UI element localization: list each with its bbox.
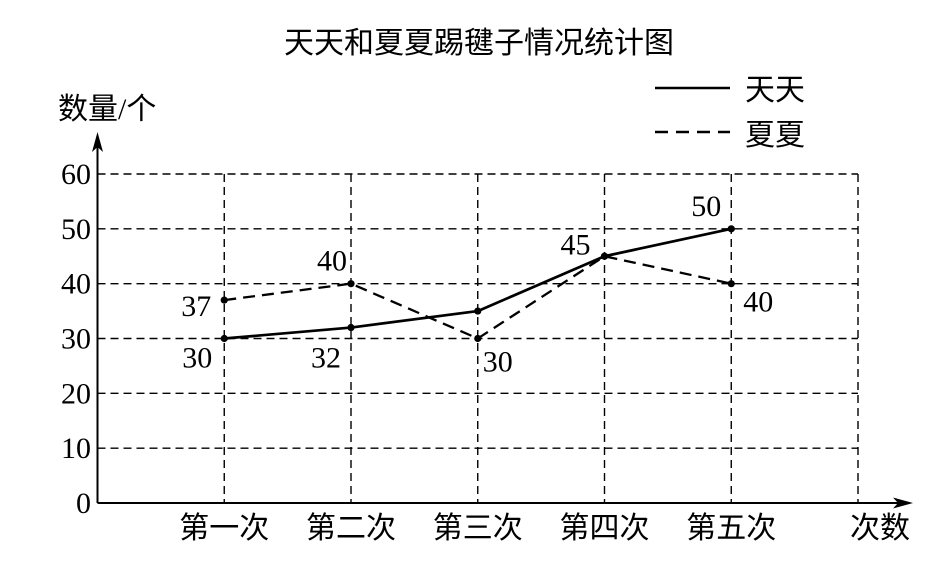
- x-tick-label: 第二次: [306, 512, 396, 545]
- series-line-2: [224, 255, 732, 340]
- y-tick-label: 20: [61, 377, 91, 410]
- y-axis-arrow: [92, 132, 103, 152]
- y-tick-label: 40: [61, 268, 91, 301]
- x-axis-arrow: [893, 497, 913, 509]
- data-label: 30: [182, 342, 212, 375]
- y-tick-label: 60: [61, 158, 91, 191]
- data-point: [220, 296, 228, 304]
- data-label: 32: [311, 342, 341, 375]
- axes: [92, 132, 913, 509]
- data-label: 37: [181, 290, 211, 323]
- series-layer: [220, 225, 735, 343]
- data-labels: 30 32 45 50 37 40 30 40: [181, 190, 773, 379]
- data-point: [600, 252, 609, 260]
- y-tick-label: 10: [61, 432, 91, 465]
- y-axis-label: 数量/个: [58, 93, 156, 126]
- legend-label: 天天: [745, 74, 805, 107]
- x-tick-label: 第四次: [560, 512, 650, 545]
- y-tick-label: 0: [76, 487, 91, 520]
- legend-label: 夏夏: [745, 119, 805, 152]
- y-tick-labels: 0 10 20 30 40 50 60: [61, 158, 91, 520]
- data-point: [727, 225, 735, 233]
- chart-title: 天天和夏夏踢毽子情况统计图: [284, 27, 674, 60]
- legend-item-series-2: 夏夏: [655, 119, 805, 152]
- x-tick-labels: 第一次 第二次 第三次 第四次 第五次: [179, 512, 776, 545]
- data-label: 30: [483, 346, 513, 379]
- data-label: 40: [743, 286, 773, 319]
- legend: 天天 夏夏: [655, 74, 805, 152]
- data-label: 50: [691, 190, 721, 223]
- x-tick-label: 第五次: [686, 512, 776, 545]
- y-tick-label: 50: [61, 213, 91, 246]
- data-point: [727, 280, 735, 288]
- data-point: [474, 334, 482, 343]
- data-label: 45: [561, 228, 591, 261]
- data-point: [220, 334, 228, 343]
- x-tick-label: 第一次: [179, 512, 269, 545]
- x-axis-label: 次数: [850, 512, 910, 545]
- data-point: [474, 307, 482, 315]
- data-point: [347, 323, 355, 332]
- x-tick-label: 第三次: [433, 512, 523, 545]
- legend-item-series-1: 天天: [655, 74, 805, 107]
- data-label: 40: [317, 245, 347, 278]
- data-point: [347, 280, 355, 288]
- y-tick-label: 30: [61, 323, 91, 356]
